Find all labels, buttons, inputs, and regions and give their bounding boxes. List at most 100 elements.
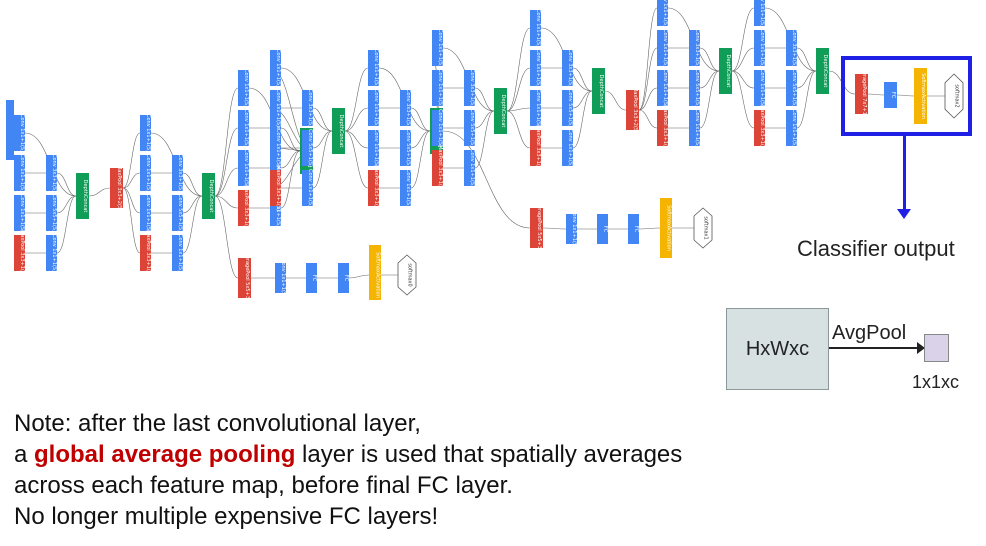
googlenet-diagram: Conv 1x1+1(S)Conv 1x1+1(S)Conv 1x1+1(S)M… [6,0,964,300]
svg-text:Conv 1x1+1(S): Conv 1x1+1(S) [243,69,249,107]
svg-text:Conv 1x1+1(S): Conv 1x1+1(S) [19,114,25,152]
inception-4d-conv1x1-a: Conv 1x1+1(S) [368,49,379,87]
feature-map-box: HxWxc [726,308,829,390]
svg-text:SoftmaxActivation: SoftmaxActivation [666,205,672,251]
inception-4c-conv1x1-d: Conv 1x1+1(S) [302,169,313,207]
avgpool-arrow-head [917,342,925,354]
svg-text:MaxPool 3x3+1(S): MaxPool 3x3+1(S) [759,105,765,151]
svg-text:AveragePool 7x7+1(V): AveragePool 7x7+1(V) [861,66,867,123]
svg-text:Conv 3x3+1(S): Conv 3x3+1(S) [694,29,700,67]
inception-5c-conv1x1-a: Conv 1x1+1(S) [754,0,765,27]
aux1-softmax-activation: SoftmaxActivation [660,198,672,258]
inception-3a-concat: DepthConcat [76,173,89,219]
inception-4d-conv3x3: Conv 3x3+1(S) [400,89,411,127]
aux0-fc2: FC [338,263,349,293]
svg-text:Conv 5x5+1(S): Conv 5x5+1(S) [791,69,797,107]
svg-text:Conv 3x3+1(S): Conv 3x3+1(S) [567,49,573,87]
svg-text:DepthConcat: DepthConcat [82,180,88,213]
inception-4d-conv1x1-c: Conv 1x1+1(S) [368,129,379,167]
inception-4d-conv1x1-d: Conv 1x1+1(S) [400,169,411,207]
inception-4c-maxpool: MaxPool 3x3+1(S) [270,165,281,211]
svg-text:MaxPool 3x3+2(S): MaxPool 3x3+2(S) [632,87,638,133]
svg-text:Conv 3x3+1(S): Conv 3x3+1(S) [307,89,313,127]
svg-text:MaxPool 3x3+1(S): MaxPool 3x3+1(S) [373,165,379,211]
inception-5b-conv1x1-a: Conv 1x1+1(S) [657,0,668,27]
svg-text:MaxPool 3x3+1(S): MaxPool 3x3+1(S) [437,145,443,191]
inception-5b-conv1x1-d: Conv 1x1+1(S) [689,109,700,147]
inception-3a-conv1x1-d: Conv 1x1+1(S) [46,234,57,272]
svg-text:Conv 1x1+1(S): Conv 1x1+1(S) [437,109,443,147]
svg-text:Conv 1x1+1(S): Conv 1x1+1(S) [535,49,541,87]
svg-text:Conv 5x5+1(S): Conv 5x5+1(S) [469,109,475,147]
svg-text:SoftmaxActivation: SoftmaxActivation [920,73,926,119]
svg-text:MaxPool 3x3+1(S): MaxPool 3x3+1(S) [19,230,25,276]
inception-5b-conv3x3: Conv 3x3+1(S) [689,29,700,67]
svg-text:Conv 1x1+1(S): Conv 1x1+1(S) [243,149,249,187]
inception-4b-conv1x1-a: Conv 1x1+1(S) [238,69,249,107]
svg-text:MaxPool 3x3+1(S): MaxPool 3x3+1(S) [243,185,249,231]
aux1-fc2: FC [628,214,639,244]
aux0-conv: Conv 1x1+1(S) [275,259,286,297]
classifier-highlight-box [841,56,972,136]
svg-text:Conv 1x1+1(S): Conv 1x1+1(S) [759,69,765,107]
inception-5a-maxpool: MaxPool 3x3+1(S) [530,125,541,171]
inception-5b-conv5x5: Conv 5x5+1(S) [689,69,700,107]
inception-5c-concat: DepthConcat [816,48,829,94]
svg-text:Conv 5x5+1(S): Conv 5x5+1(S) [275,149,281,187]
inception-4e-concat: DepthConcat [494,88,507,134]
aux0-softmax-activation: SoftmaxActivation [369,245,381,300]
aux0-fc1: FC [306,263,317,293]
pooled-output-cube [924,334,949,362]
svg-text:Conv 3x3+1(S): Conv 3x3+1(S) [405,89,411,127]
inception-5c-conv5x5: Conv 5x5+1(S) [786,69,797,107]
svg-text:SoftmaxActivation: SoftmaxActivation [375,252,381,298]
svg-text:Conv 5x5+1(S): Conv 5x5+1(S) [51,194,57,232]
final-avgpool: AveragePool 7x7+1(V) [855,66,868,123]
final-softmax-activation: SoftmaxActivation [914,68,927,124]
softmax0-output: softmax0 [397,254,417,296]
inception-3a-conv1x1-c: Conv 1x1+1(S) [14,194,25,232]
svg-text:Conv 1x1+1(S): Conv 1x1+1(S) [662,29,668,67]
inception-4c-concat: DepthConcat [332,108,345,154]
svg-text:Conv 1x1+1(S): Conv 1x1+1(S) [535,9,541,47]
note-line-1: Note: after the last convolutional layer… [14,410,421,437]
inception-5a-conv1x1-c: Conv 1x1+1(S) [530,89,541,127]
svg-text:Conv 1x1+1(S): Conv 1x1+1(S) [662,69,668,107]
inception-4b-conv1x1-c: Conv 1x1+1(S) [238,149,249,187]
inception-4d-conv5x5: Conv 5x5+1(S) [400,129,411,167]
svg-text:Conv 1x1+1(S): Conv 1x1+1(S) [694,109,700,147]
maxpool-stage5: MaxPool 3x3+2(S) [626,87,639,133]
svg-text:Conv 1x1+1(S): Conv 1x1+1(S) [437,29,443,67]
svg-text:DepthConcat: DepthConcat [822,55,828,88]
note-line-4: No longer multiple expensive FC layers! [14,503,439,530]
inception-5b-conv1x1-b: Conv 1x1+1(S) [657,29,668,67]
inception-5b-concat: DepthConcat [719,48,732,94]
aux1-fc1: FC [597,214,608,244]
svg-text:FC: FC [311,275,317,282]
svg-text:Conv 3x3+1(S): Conv 3x3+1(S) [791,29,797,67]
inception-5a-conv5x5: Conv 5x5+1(S) [562,89,573,127]
svg-text:MaxPool 3x3+2(S): MaxPool 3x3+2(S) [116,165,122,211]
classifier-output-label: Classifier output [797,236,955,261]
inception-3a-maxpool: MaxPool 3x3+1(S) [14,230,25,276]
inception-3a-conv1x1-b: Conv 1x1+1(S) [14,154,25,192]
svg-text:Conv 5x5+1(S): Conv 5x5+1(S) [567,89,573,127]
softmax1-output: softmax1 [693,207,713,249]
inception-4a-maxpool: MaxPool 3x3+1(S) [140,230,151,276]
inception-4c-conv1x1-c: Conv 1x1+1(S) [270,129,281,167]
svg-text:Conv 3x3+1(S): Conv 3x3+1(S) [177,154,183,192]
svg-text:DepthConcat: DepthConcat [208,180,214,213]
pooled-output-label: 1x1xc [912,372,960,392]
maxpool-stage2: MaxPool 3x3+2(S) [110,165,123,211]
inception-5a-conv3x3: Conv 3x3+1(S) [562,49,573,87]
svg-text:Conv 3x3+1(S): Conv 3x3+1(S) [275,109,281,147]
svg-text:Conv 1x1+1(S): Conv 1x1+1(S) [275,89,281,127]
inception-5c-conv3x3: Conv 3x3+1(S) [786,29,797,67]
inception-4a-conv5x5: Conv 5x5+1(S) [172,194,183,232]
svg-text:Conv 1x1+1(S): Conv 1x1+1(S) [145,154,151,192]
svg-text:Conv 1x1+1(S): Conv 1x1+1(S) [571,210,577,248]
svg-text:Conv 1x1+1(S): Conv 1x1+1(S) [280,259,286,297]
svg-text:Conv 1x1+1(S): Conv 1x1+1(S) [373,49,379,87]
inception-4d-maxpool: MaxPool 3x3+1(S) [368,165,379,211]
svg-text:Conv 1x1+1(S): Conv 1x1+1(S) [51,234,57,272]
